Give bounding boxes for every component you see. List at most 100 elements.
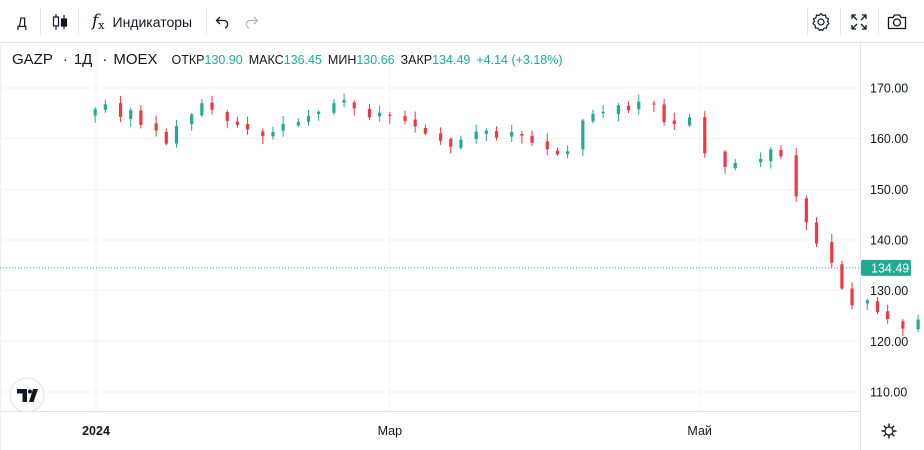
- indicators-label: Индикаторы: [112, 13, 193, 30]
- candle-body: [474, 131, 478, 140]
- candle-body: [723, 151, 727, 168]
- candle-body: [423, 127, 427, 134]
- time-axis-settings-button[interactable]: [881, 423, 897, 439]
- candle-body: [875, 301, 880, 312]
- candle-body: [154, 123, 158, 131]
- candle-body: [449, 138, 453, 147]
- candle-body: [210, 102, 214, 110]
- candle-body: [352, 102, 356, 109]
- candle-body: [687, 117, 692, 126]
- candle-body: [566, 151, 570, 155]
- camera-icon: [887, 14, 907, 30]
- candle-body: [545, 141, 549, 150]
- undo-icon: [215, 16, 229, 29]
- candle-body: [245, 123, 250, 130]
- price-tick-label: 130.00: [870, 284, 908, 298]
- price-tick-label: 160.00: [870, 132, 908, 146]
- candle-body: [139, 110, 143, 125]
- close-value: 134.49: [432, 53, 471, 67]
- candle-body: [779, 149, 783, 157]
- candle-body: [652, 103, 656, 105]
- price-tick-label: 140.00: [870, 233, 908, 247]
- toolbar-divider: [206, 8, 207, 35]
- screenshot-button[interactable]: [884, 0, 910, 43]
- candle-body: [118, 103, 123, 117]
- candle-body: [830, 242, 834, 263]
- candle-body: [367, 108, 372, 118]
- candle-body: [769, 149, 773, 162]
- time-tick-label: Мар: [378, 424, 403, 438]
- undo-button[interactable]: [212, 0, 234, 43]
- candle-body: [886, 311, 890, 320]
- indicators-button[interactable]: fx Индикаторы: [84, 0, 206, 43]
- candle-body: [581, 120, 585, 150]
- candle-body: [200, 103, 204, 116]
- interval-button[interactable]: Д: [8, 0, 36, 43]
- candle-body: [174, 125, 179, 144]
- candle-body: [271, 132, 275, 137]
- open-value: 130.90: [204, 53, 243, 67]
- candle-body: [190, 114, 194, 125]
- candle-body: [129, 110, 133, 119]
- symbol-ticker[interactable]: GAZP: [12, 51, 53, 68]
- symbol-legend: GAZP · 1Д · MOEX ОТКР 130.90 МАКС 136.45 М…: [12, 51, 563, 68]
- candle-body: [759, 158, 763, 163]
- last-price-label: 134.49: [871, 261, 909, 275]
- candle-body: [637, 101, 641, 110]
- legend-separator: ·: [62, 51, 68, 68]
- legend-interval: 1Д: [73, 51, 93, 68]
- price-tick-label: 170.00: [870, 82, 908, 96]
- toolbar-divider: [807, 8, 808, 35]
- price-tick-label: 150.00: [870, 183, 908, 197]
- candle-body: [916, 319, 920, 330]
- candle-body: [840, 264, 844, 289]
- candle-body: [306, 115, 311, 122]
- gear-icon: [812, 12, 830, 31]
- settings-button[interactable]: [808, 0, 834, 43]
- candle-body: [378, 112, 382, 117]
- close-label: ЗАКР: [400, 53, 433, 67]
- toolbar-divider: [878, 8, 879, 35]
- candle-body: [591, 113, 595, 122]
- time-tick-label: 2024: [82, 424, 110, 438]
- chart-grid: [0, 44, 860, 411]
- candle-body: [332, 103, 336, 113]
- candle-body: [865, 300, 869, 304]
- candle-body: [601, 111, 605, 114]
- candle-body: [662, 104, 666, 122]
- candle-body: [459, 139, 463, 148]
- candle-body: [555, 150, 560, 155]
- candle-body: [814, 222, 819, 244]
- candle-body: [520, 133, 524, 136]
- candle-body: [296, 121, 300, 126]
- candle-body: [342, 100, 346, 103]
- candle-body: [494, 131, 499, 138]
- candle-body: [616, 105, 620, 115]
- candles-series: [93, 93, 920, 336]
- low-label: МИН: [327, 53, 357, 67]
- candle-body: [804, 198, 808, 223]
- candle-body: [510, 132, 514, 137]
- candle-body: [850, 288, 854, 306]
- candle-body: [93, 109, 97, 116]
- candle-body: [225, 112, 229, 121]
- fullscreen-button[interactable]: [846, 0, 872, 43]
- chart-type-button[interactable]: [46, 0, 74, 43]
- toolbar-divider: [78, 8, 79, 35]
- candle-body: [703, 117, 707, 154]
- candle-body: [403, 116, 407, 121]
- high-value: 136.45: [283, 53, 322, 67]
- change-value: +4.14 (+3.18%): [476, 53, 563, 67]
- candle-body: [439, 133, 443, 141]
- redo-button[interactable]: [240, 0, 262, 43]
- toolbar-divider: [40, 8, 41, 35]
- toolbar-divider: [840, 8, 841, 35]
- time-axis: 2024МарМайИюлСенНоя: [82, 424, 712, 438]
- candle-body: [672, 120, 676, 124]
- interval-label: Д: [17, 13, 27, 30]
- top-toolbar: Д fx Индикаторы: [0, 0, 924, 43]
- candle-body: [317, 111, 321, 114]
- candle-body: [733, 162, 737, 169]
- tradingview-logo[interactable]: [9, 377, 45, 413]
